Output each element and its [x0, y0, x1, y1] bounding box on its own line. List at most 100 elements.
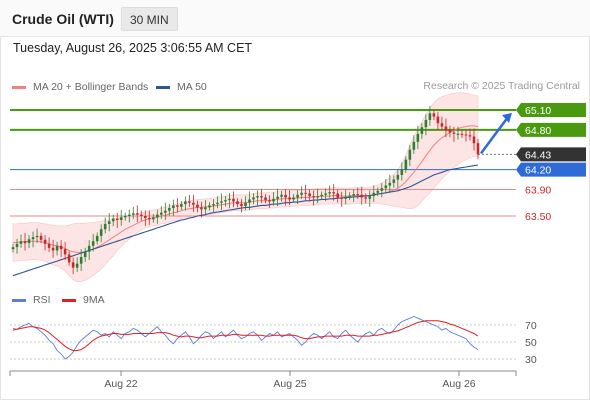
candle-body: [47, 243, 51, 248]
candle-body: [392, 179, 396, 183]
candle-body: [75, 263, 79, 268]
price-tag-64-20: 64.20: [516, 162, 586, 177]
price-tag-box: [516, 147, 586, 162]
candle-body: [176, 205, 179, 207]
candle-body: [256, 196, 259, 198]
candle-body: [196, 204, 199, 208]
candle-body: [168, 208, 171, 211]
candle-body: [464, 134, 468, 136]
candle-body: [208, 205, 211, 208]
candle-body: [372, 192, 376, 197]
rsi-9ma-line: [12, 320, 479, 351]
candle-body: [276, 196, 279, 199]
candle-body: [452, 132, 456, 134]
ma50-legend-swatch: [156, 85, 170, 89]
candle-body: [364, 197, 368, 199]
candle-body: [91, 241, 95, 246]
price-tag-label: 63.50: [525, 211, 551, 223]
candle-body: [376, 190, 380, 193]
candle-body: [172, 205, 175, 209]
price-tag-label: 65.10: [525, 105, 551, 117]
candle-body: [135, 213, 139, 215]
candle-body: [147, 217, 151, 220]
instrument-title: Crude Oil (WTI): [12, 11, 114, 27]
rsi-line: [12, 316, 479, 360]
candle-body: [83, 251, 87, 258]
candle-body: [184, 201, 187, 205]
candle-body: [304, 192, 307, 194]
candle-body: [380, 188, 384, 191]
research-credit: Research © 2025 Trading Central: [423, 80, 580, 92]
rsi-legend-label: RSI: [33, 294, 51, 306]
candle-body: [328, 192, 331, 194]
legend-rsi: RSI: [12, 293, 51, 307]
candle-body: [164, 210, 167, 213]
price-tag-65-10: 65.10: [516, 103, 586, 117]
candle-body: [340, 197, 344, 199]
candle-body: [244, 202, 247, 207]
rsi-tick-70: 70: [525, 320, 537, 332]
candle-body: [31, 237, 35, 240]
candle-body: [432, 113, 436, 117]
candle-body: [236, 201, 239, 205]
candle-body: [79, 257, 83, 264]
candle-body: [71, 262, 75, 268]
candle-body: [192, 202, 195, 205]
candle-body: [412, 141, 416, 150]
ma9-legend-swatch: [62, 298, 76, 302]
candle-body: [15, 243, 19, 248]
legend-ma50: MA 50: [156, 80, 207, 94]
candle-body: [55, 245, 59, 251]
candle-body: [156, 214, 159, 218]
projection-arrow-shaft: [479, 116, 510, 155]
candle-body: [440, 123, 444, 127]
candle-body: [268, 200, 271, 202]
rsi-tick-50: 50: [525, 337, 537, 349]
candle-body: [43, 239, 47, 244]
candle-body: [67, 254, 71, 263]
candle-body: [312, 196, 315, 198]
candle-body: [63, 249, 67, 255]
candle-body: [228, 198, 231, 201]
candle-body: [240, 204, 243, 207]
candle-body: [316, 196, 319, 198]
candle-body: [292, 197, 295, 200]
candle-body: [160, 212, 163, 215]
candles: [11, 106, 480, 275]
candle-body: [280, 194, 283, 197]
candle-body: [143, 216, 147, 218]
candle-body: [416, 133, 420, 142]
time-tick-label: Aug 25: [273, 378, 306, 390]
candle-body: [131, 213, 135, 215]
candle-body: [11, 247, 15, 250]
candle-body: [212, 204, 215, 206]
candle-body: [27, 239, 31, 244]
candle-body: [324, 193, 327, 195]
candle-body: [456, 133, 460, 135]
candle-body: [388, 182, 392, 186]
legend-9ma: 9MA: [62, 293, 105, 307]
candle-body: [356, 194, 360, 196]
candle-body: [180, 204, 183, 207]
candle-body: [444, 126, 448, 130]
candle-body: [248, 199, 251, 203]
timeframe-selector[interactable]: 30 MIN: [121, 7, 178, 31]
price-tag-label: 64.20: [525, 165, 551, 177]
price-tag-label: 63.90: [525, 185, 551, 197]
candle-body: [87, 245, 91, 252]
price-tag-label: 64.80: [525, 125, 551, 137]
price-tag-63-90: 63.90: [525, 185, 551, 197]
price-tag-box: [516, 122, 586, 137]
candle-body: [204, 207, 207, 210]
price-tag-64-80: 64.80: [516, 122, 586, 137]
candle-body: [59, 245, 63, 250]
candle-body: [99, 229, 103, 236]
candle-body: [260, 196, 263, 198]
candle-body: [476, 143, 480, 155]
candle-body: [408, 149, 412, 160]
candle-body: [296, 194, 299, 198]
candle-body: [19, 241, 23, 244]
candle-body: [360, 194, 364, 198]
candle-body: [404, 159, 408, 170]
